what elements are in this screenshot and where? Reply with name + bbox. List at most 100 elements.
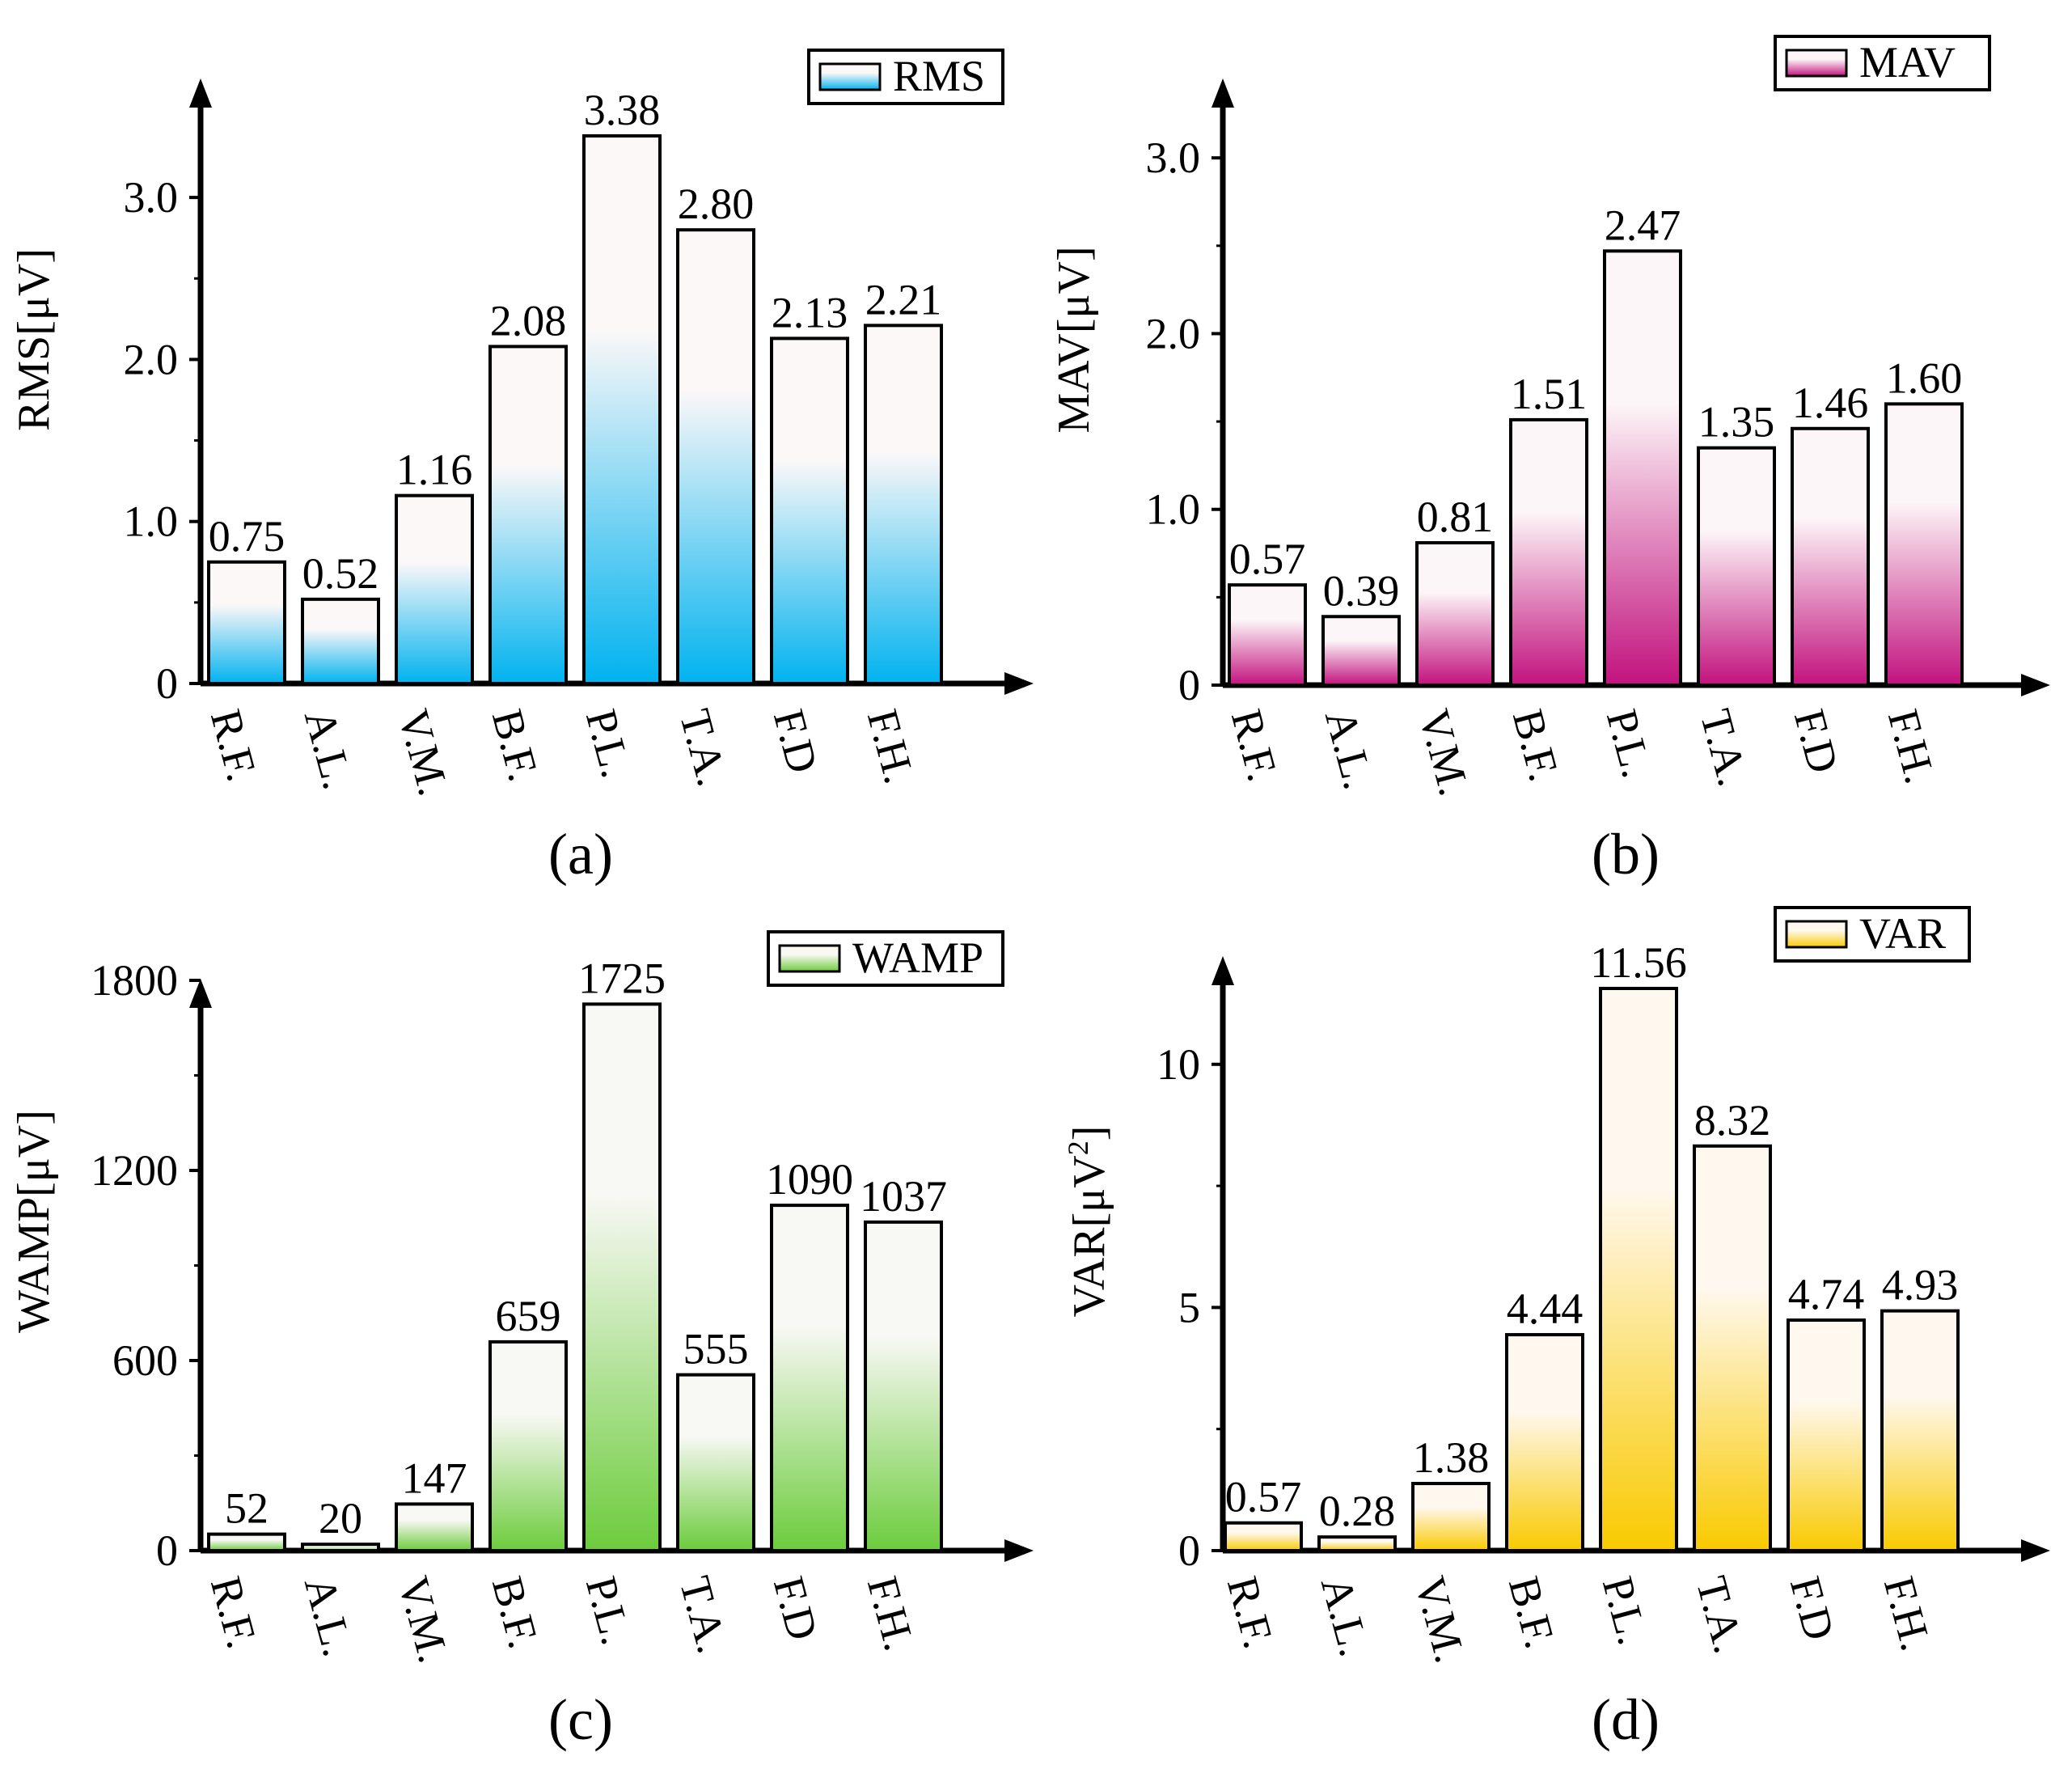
x-axis-arrow bbox=[1004, 1539, 1034, 1562]
category-label: P.L. bbox=[1593, 1572, 1658, 1650]
legend: RMS bbox=[807, 49, 1004, 105]
legend: WAMP bbox=[767, 930, 1004, 987]
category-label: T.A. bbox=[670, 1572, 738, 1658]
category-label: A.L. bbox=[1312, 1572, 1380, 1661]
y-tick-label: 1800 bbox=[91, 956, 178, 1005]
bar bbox=[1884, 402, 1964, 687]
bar bbox=[864, 1220, 943, 1552]
bar bbox=[1317, 1535, 1397, 1553]
category-label: F.H. bbox=[858, 1572, 924, 1656]
bar bbox=[301, 1543, 380, 1552]
bar-value-label: 659 bbox=[496, 1292, 561, 1340]
y-tick-label: 3.0 bbox=[1146, 133, 1201, 182]
bar-value-label: 11.56 bbox=[1590, 938, 1687, 987]
category-label: F.D bbox=[1785, 705, 1848, 778]
category-label: F.D bbox=[1781, 1572, 1844, 1645]
bar bbox=[1599, 987, 1678, 1552]
bar bbox=[488, 345, 568, 685]
y-tick-label: 600 bbox=[112, 1336, 178, 1385]
bar-value-label: 52 bbox=[225, 1484, 269, 1533]
bar bbox=[676, 1373, 755, 1552]
bar bbox=[395, 1502, 474, 1553]
bar-value-label: 0.52 bbox=[302, 549, 379, 598]
bar-value-label: 1.16 bbox=[396, 446, 473, 494]
y-axis-arrow bbox=[189, 78, 212, 108]
y-axis-arrow bbox=[189, 979, 212, 1008]
category-label: F.H. bbox=[1879, 705, 1945, 789]
category-label: V.M. bbox=[389, 705, 459, 801]
category-label: T.A. bbox=[1691, 705, 1758, 791]
legend-label: WAMP bbox=[852, 933, 983, 982]
bar bbox=[1603, 249, 1682, 687]
bar bbox=[1411, 1482, 1491, 1552]
category-label: B.F. bbox=[483, 1572, 548, 1653]
bar bbox=[488, 1340, 568, 1553]
bar bbox=[864, 324, 943, 685]
y-axis-title: MAV[μV] bbox=[1049, 246, 1099, 433]
legend: VAR bbox=[1774, 906, 1971, 963]
chart-panel-wamp: 0 600 1200 1800 WAMP[μV] 52 R.F. 20 A.L. 147 V.M. 6… bbox=[9, 930, 1034, 1752]
legend: MAV bbox=[1774, 35, 1991, 91]
bar bbox=[1321, 615, 1401, 687]
bar-value-label: 0.57 bbox=[1225, 1473, 1302, 1521]
y-tick-label: 0 bbox=[156, 659, 178, 708]
y-axis-title: VAR[μV2] bbox=[1062, 1126, 1114, 1318]
category-label: V.M. bbox=[389, 1572, 459, 1668]
bar-value-label: 0.75 bbox=[209, 512, 285, 561]
category-label: A.L. bbox=[1316, 705, 1384, 794]
category-label: R.F. bbox=[201, 1572, 267, 1653]
bar bbox=[582, 1002, 662, 1552]
bar bbox=[1693, 1144, 1772, 1552]
bar-value-label: 2.08 bbox=[490, 296, 567, 345]
bar bbox=[207, 1532, 286, 1552]
chart-panel-mav: 0 1.0 2.0 3.0 MAV[μV] 0.57 R.F. 0.39 A.L. 0.81 V.M… bbox=[1049, 35, 2050, 887]
y-axis-title: RMS[μV] bbox=[9, 248, 59, 431]
category-label: B.F. bbox=[1499, 1572, 1565, 1653]
panel-label: (c) bbox=[548, 1687, 613, 1752]
x-axis-arrow bbox=[1004, 672, 1034, 695]
y-tick-label: 2.0 bbox=[1146, 309, 1201, 358]
bar-value-label: 1.60 bbox=[1886, 353, 1963, 402]
bar bbox=[395, 493, 474, 685]
panel-label: (b) bbox=[1592, 822, 1660, 887]
category-label: V.M. bbox=[1410, 705, 1479, 801]
y-tick-label: 0 bbox=[156, 1526, 178, 1575]
category-label: V.M. bbox=[1406, 1572, 1475, 1668]
y-tick-label: 2.0 bbox=[124, 335, 179, 383]
x-axis-arrow bbox=[2021, 1539, 2050, 1562]
category-label: A.L. bbox=[295, 1572, 363, 1661]
bar-value-label: 2.21 bbox=[865, 275, 942, 324]
category-label: F.H. bbox=[858, 705, 924, 789]
bar-value-label: 1.35 bbox=[1698, 398, 1775, 446]
bar bbox=[1224, 1521, 1303, 1552]
bar bbox=[1791, 426, 1870, 687]
bar bbox=[1509, 417, 1588, 687]
bar-value-label: 2.80 bbox=[678, 180, 755, 228]
bar bbox=[770, 336, 849, 685]
y-tick-label: 5 bbox=[1178, 1283, 1200, 1331]
chart-panel-rms: 0 1.0 2.0 3.0 RMS[μV] 0.75 R.F. 0.52 A.L. 1.16 V.M… bbox=[9, 49, 1034, 887]
legend-frame bbox=[807, 49, 1004, 105]
category-label: F.D bbox=[764, 1572, 827, 1645]
bar-value-label: 8.32 bbox=[1694, 1096, 1771, 1145]
bar-value-label: 2.13 bbox=[772, 288, 848, 336]
bar-value-label: 3.38 bbox=[584, 86, 661, 134]
panel-label: (a) bbox=[548, 822, 613, 887]
bar bbox=[1880, 1309, 1960, 1552]
bar-value-label: 1.38 bbox=[1413, 1433, 1490, 1482]
y-axis-title: WAMP[μV] bbox=[9, 1110, 59, 1333]
category-label: R.F. bbox=[201, 705, 267, 786]
bar-value-label: 1725 bbox=[578, 954, 666, 1002]
category-label: R.F. bbox=[1222, 705, 1288, 786]
bar-value-label: 4.74 bbox=[1788, 1270, 1865, 1318]
bar-value-label: 1.46 bbox=[1792, 379, 1869, 427]
category-label: P.L. bbox=[1597, 705, 1662, 783]
bar-value-label: 1037 bbox=[860, 1172, 947, 1221]
chart-panel-var: 0 5 10 VAR[μV2] 0.57 R.F. 0.28 A.L. 1.38 V.M. 4.44… bbox=[1062, 906, 2050, 1752]
bar bbox=[770, 1204, 849, 1553]
bar bbox=[207, 560, 286, 685]
bar-value-label: 0.81 bbox=[1417, 493, 1494, 541]
legend-label: RMS bbox=[893, 52, 985, 100]
category-label: B.F. bbox=[1503, 705, 1569, 786]
